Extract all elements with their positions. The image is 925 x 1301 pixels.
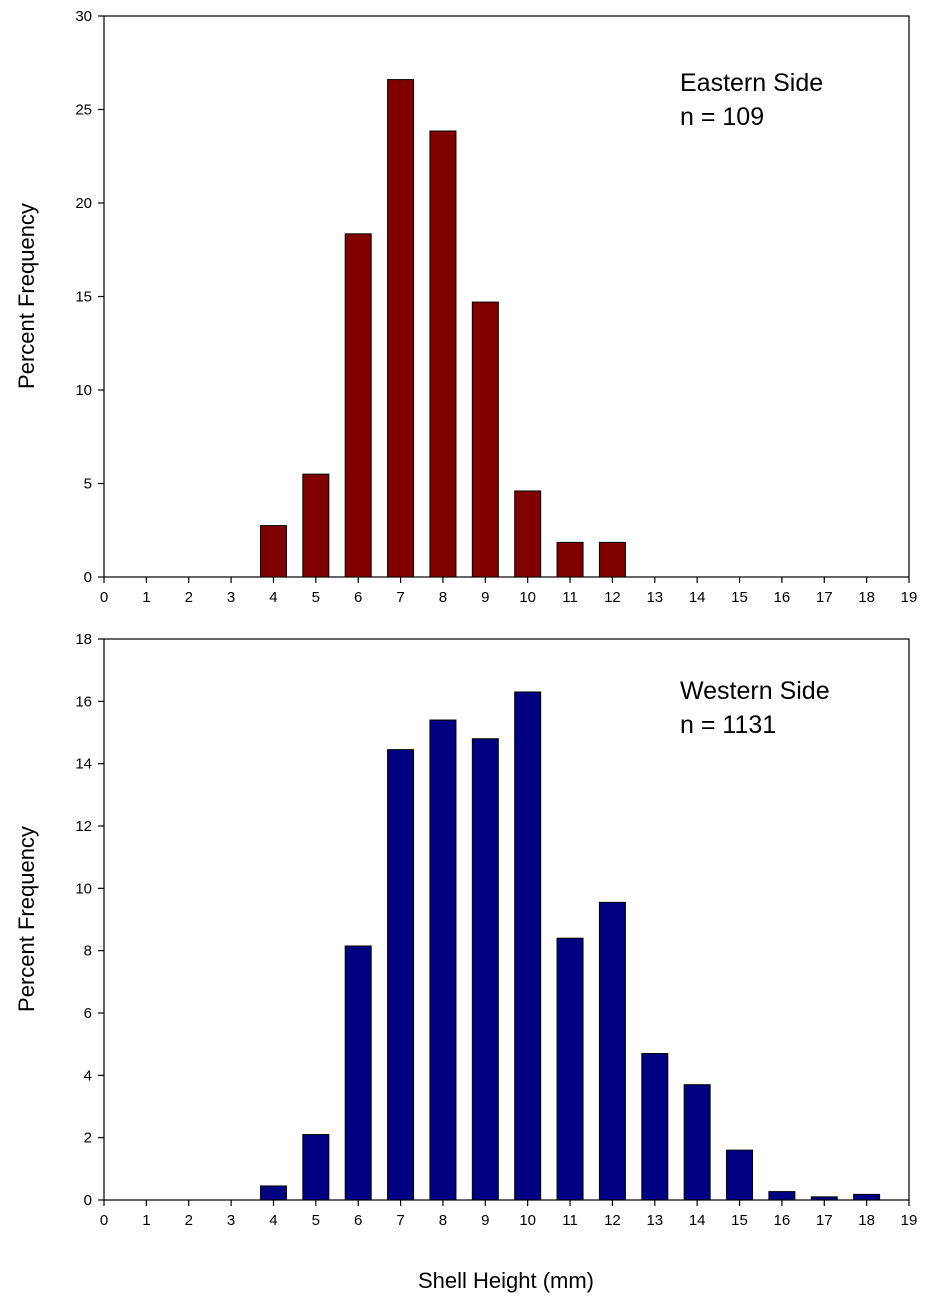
x-tick-label: 16 (774, 1212, 791, 1229)
panel-annotation-line-2: n = 109 (680, 103, 764, 131)
panel-annotation-line-1: Western Side (680, 677, 830, 705)
x-tick-label: 10 (519, 1212, 536, 1229)
bar-18 (853, 1193, 881, 1201)
x-tick-label: 2 (185, 589, 193, 606)
x-tick-label: 10 (519, 589, 536, 606)
bar-7 (387, 79, 415, 578)
x-tick-label: 6 (354, 1212, 362, 1229)
bar-10 (514, 691, 542, 1201)
panel-annotation-line-1: Eastern Side (680, 69, 823, 97)
x-tick-label: 5 (312, 589, 320, 606)
x-axis: 0 1 2 3 4 5 6 7 8 9 10 11 12 13 14 15 16 17 18 19 (100, 1200, 918, 1229)
x-tick-label: 1 (142, 589, 150, 606)
bar-6 (344, 233, 372, 578)
y-tick-label: 25 (75, 102, 92, 119)
x-tick-label: 7 (396, 589, 404, 606)
panel-annotation-line-2: n = 1131 (680, 711, 776, 739)
y-tick-label: 12 (75, 818, 92, 835)
x-tick-label: 18 (858, 1212, 875, 1229)
y-tick-label: 20 (75, 195, 92, 212)
y-tick-label: 5 (84, 476, 92, 493)
y-tick-label: 6 (84, 1005, 92, 1022)
y-tick-label: 8 (84, 943, 92, 960)
x-tick-label: 9 (481, 589, 489, 606)
x-tick-label: 16 (774, 589, 791, 606)
x-tick-label: 13 (646, 1212, 663, 1229)
y-tick-label: 16 (75, 693, 92, 710)
bar-6 (344, 945, 372, 1201)
x-tick-label: 0 (100, 589, 108, 606)
x-tick-label: 5 (312, 1212, 320, 1229)
bar-11 (556, 541, 584, 578)
y-tick-label: 15 (75, 289, 92, 306)
western-side-chart: Western Side n = 1131 Percent Frequency … (14, 631, 917, 1293)
x-tick-label: 15 (731, 589, 748, 606)
x-tick-label: 13 (646, 589, 663, 606)
bar-8 (429, 719, 457, 1201)
bar-4 (259, 525, 287, 578)
x-tick-label: 17 (816, 589, 833, 606)
bar-12 (598, 541, 626, 578)
x-tick-label: 18 (858, 589, 875, 606)
y-tick-label: 18 (75, 631, 92, 648)
bar-5 (302, 473, 330, 578)
x-tick-label: 19 (901, 1212, 918, 1229)
x-tick-label: 6 (354, 589, 362, 606)
x-tick-label: 0 (100, 1212, 108, 1229)
bar-7 (387, 749, 415, 1201)
y-tick-label: 10 (75, 382, 92, 399)
x-tick-label: 3 (227, 1212, 235, 1229)
y-tick-label: 0 (84, 569, 92, 586)
y-tick-label: 14 (75, 756, 92, 773)
x-axis-title: Shell Height (mm) (418, 1268, 594, 1293)
y-tick-label: 0 (84, 1192, 92, 1209)
x-tick-label: 4 (269, 589, 277, 606)
x-tick-label: 11 (562, 1212, 578, 1229)
y-tick-label: 30 (75, 8, 92, 25)
x-tick-label: 17 (816, 1212, 833, 1229)
x-tick-label: 19 (901, 589, 918, 606)
plot-frame (103, 638, 910, 1201)
x-tick-label: 8 (439, 1212, 447, 1229)
eastern-side-chart: Eastern Side n = 109 Percent Frequency 0… (14, 8, 917, 606)
bar-14 (683, 1084, 711, 1201)
bar-17 (810, 1196, 838, 1201)
y-axis-title: Percent Frequency (14, 203, 39, 389)
x-tick-label: 11 (562, 589, 578, 606)
bar-9 (471, 301, 499, 578)
x-tick-label: 1 (142, 1212, 150, 1229)
y-axis: 0 2 4 6 8 10 12 14 16 18 (75, 631, 104, 1209)
bars (259, 79, 626, 578)
x-tick-label: 9 (481, 1212, 489, 1229)
x-axis: 0 1 2 3 4 5 6 7 8 9 10 11 12 13 14 15 16 17 18 19 (100, 577, 918, 606)
bar-12 (598, 901, 626, 1201)
bar-5 (302, 1134, 330, 1201)
bar-11 (556, 937, 584, 1201)
y-axis-title: Percent Frequency (14, 826, 39, 1012)
x-tick-label: 12 (604, 589, 621, 606)
x-tick-label: 2 (185, 1212, 193, 1229)
x-tick-label: 8 (439, 589, 447, 606)
bar-9 (471, 738, 499, 1201)
y-tick-label: 2 (84, 1130, 92, 1147)
x-tick-label: 4 (269, 1212, 277, 1229)
x-tick-label: 7 (396, 1212, 404, 1229)
x-tick-label: 14 (689, 589, 706, 606)
x-tick-label: 3 (227, 589, 235, 606)
bar-10 (514, 490, 542, 578)
plot-frame (103, 15, 910, 578)
x-tick-label: 12 (604, 1212, 621, 1229)
bars (259, 691, 881, 1201)
bar-13 (641, 1053, 669, 1201)
x-tick-label: 14 (689, 1212, 706, 1229)
y-tick-label: 10 (75, 880, 92, 897)
y-tick-label: 4 (84, 1067, 92, 1084)
x-tick-label: 15 (731, 1212, 748, 1229)
y-axis: 0 5 10 15 20 25 30 (75, 8, 104, 586)
bar-8 (429, 130, 457, 578)
bar-4 (259, 1185, 287, 1201)
bar-16 (768, 1191, 796, 1201)
bar-15 (726, 1149, 754, 1201)
